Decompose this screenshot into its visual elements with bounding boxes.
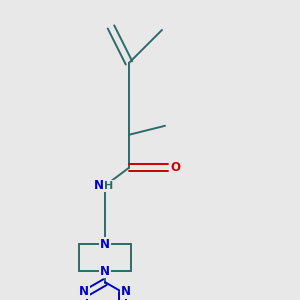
Text: N: N bbox=[79, 285, 89, 298]
Text: O: O bbox=[170, 161, 181, 174]
Text: N: N bbox=[121, 285, 131, 298]
Text: N: N bbox=[100, 265, 110, 278]
Text: N: N bbox=[100, 238, 110, 250]
Text: N: N bbox=[93, 179, 103, 192]
Text: H: H bbox=[104, 181, 113, 191]
